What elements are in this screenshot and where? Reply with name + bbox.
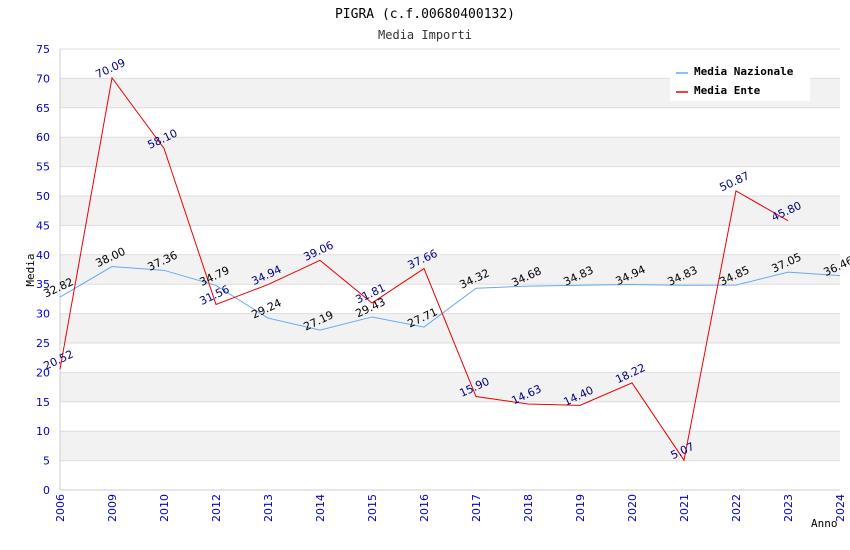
y-tick-label: 15 (36, 396, 50, 409)
y-tick-label: 75 (36, 43, 50, 56)
data-label: 70.09 (93, 56, 127, 81)
grid-band (60, 372, 840, 402)
y-tick-label: 5 (43, 455, 50, 468)
x-tick-label: 2010 (158, 494, 171, 522)
grid-band (60, 431, 840, 461)
series-line-media-ente (59, 76, 789, 462)
y-tick-label: 50 (36, 190, 50, 203)
x-tick-label: 2006 (54, 494, 67, 522)
data-label: 20.52 (41, 348, 75, 373)
grid-band (60, 137, 840, 167)
x-tick-label: 2023 (782, 494, 795, 522)
legend-label-media-nazionale: Media Nazionale (694, 65, 794, 78)
x-ticks: 2006 2009 2010 2012 2013 2014 2015 2016 2017 2018… (54, 494, 847, 522)
legend-box (670, 61, 810, 101)
y-tick-label: 45 (36, 219, 50, 232)
x-tick-label: 2020 (626, 494, 639, 522)
grid-band (60, 313, 840, 343)
chart-title: PIGRA (c.f.00680400132) (335, 7, 515, 22)
data-label: 50.87 (717, 169, 751, 194)
y-ticks: 0 5 10 15 20 25 30 35 40 45 50 55 60 65 70 75 (36, 43, 50, 497)
y-tick-label: 65 (36, 102, 50, 115)
y-tick-label: 10 (36, 425, 50, 438)
y-axis-label: Media (24, 253, 37, 286)
grid-band (60, 196, 840, 226)
plot-bands (60, 78, 840, 461)
legend: Media Nazionale Media Ente (670, 61, 810, 101)
x-tick-label: 2021 (678, 494, 691, 522)
y-tick-label: 25 (36, 337, 50, 350)
x-tick-label: 2009 (106, 494, 119, 522)
chart-subtitle: Media Importi (378, 28, 472, 42)
x-tick-label: 2022 (730, 494, 743, 522)
x-tick-label: 2013 (262, 494, 275, 522)
y-tick-label: 0 (43, 484, 50, 497)
x-tick-label: 2012 (210, 494, 223, 522)
series-line-media-nazionale (59, 266, 841, 331)
y-tick-label: 40 (36, 249, 50, 262)
y-tick-label: 60 (36, 131, 50, 144)
x-tick-label: 2019 (574, 494, 587, 522)
x-tick-label: 2017 (470, 494, 483, 522)
grid-band (60, 254, 840, 285)
x-tick-label: 2018 (522, 494, 535, 522)
x-tick-label: 2024 (834, 494, 847, 522)
series-lines (59, 76, 841, 462)
legend-label-media-ente: Media Ente (694, 84, 761, 97)
y-tick-label: 20 (36, 366, 50, 379)
y-tick-label: 70 (36, 72, 50, 85)
x-axis-label: Anno (811, 517, 838, 530)
x-tick-label: 2016 (418, 494, 431, 522)
y-tick-label: 35 (36, 278, 50, 291)
y-tick-label: 30 (36, 308, 50, 321)
y-tick-label: 55 (36, 161, 50, 174)
x-tick-label: 2014 (314, 494, 327, 522)
x-tick-label: 2015 (366, 494, 379, 522)
